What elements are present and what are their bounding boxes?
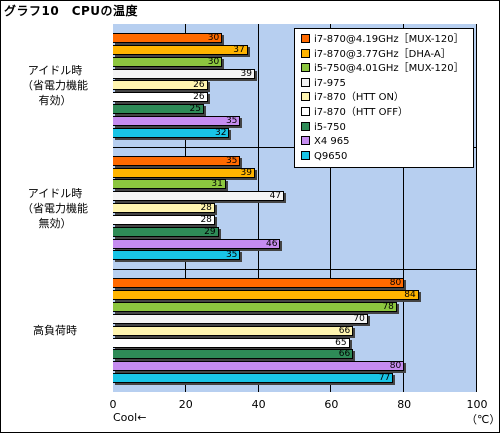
legend-item: i7-975 [301, 77, 346, 90]
x-tick-label: 40 [251, 398, 266, 411]
legend-item: Q9650 [301, 150, 347, 163]
bar [113, 80, 208, 91]
legend-label: i7-870@4.19GHz［MUX-120］ [314, 34, 464, 45]
data-label: 26 [193, 92, 205, 103]
legend-item: i5-750 [301, 121, 346, 134]
bar [113, 313, 368, 324]
x-axis-label: Cool← [113, 411, 147, 424]
x-tick-label: 60 [324, 398, 339, 411]
data-label: 26 [193, 80, 205, 91]
grid-line [403, 24, 405, 392]
data-label: 66 [338, 325, 351, 336]
legend-swatch [301, 136, 310, 146]
legend-swatch [301, 107, 310, 116]
legend-item: i7-870@4.19GHz［MUX-120］ [301, 33, 464, 46]
data-label: 80 [389, 278, 402, 289]
data-label: 46 [265, 238, 278, 249]
data-label: 29 [204, 226, 216, 237]
data-label: 28 [200, 203, 212, 214]
legend-swatch [301, 48, 310, 58]
bar [113, 115, 241, 126]
x-tick-label: 20 [178, 398, 193, 411]
legend-label: i7-870@3.77GHz［DHA-A］ [314, 48, 451, 60]
data-label: 35 [225, 250, 238, 261]
bar [113, 167, 255, 178]
bar [113, 325, 354, 336]
legend-label: i7-975 [314, 77, 346, 89]
data-label: 30 [207, 32, 220, 43]
x-tick-label: 0 [109, 398, 117, 411]
data-label: 39 [240, 68, 252, 79]
data-label: 77 [378, 373, 391, 384]
bar [113, 250, 241, 261]
data-label: 66 [338, 349, 351, 360]
bar [113, 278, 405, 289]
legend-label: Q9650 [314, 150, 348, 162]
bar [113, 179, 226, 190]
data-label: 37 [233, 44, 245, 55]
bar [113, 155, 241, 166]
x-tick-label: 100 [466, 398, 488, 411]
bar [113, 226, 219, 237]
legend: i7-870@4.19GHz［MUX-120］ i7-870@3.77GHz［DH… [294, 28, 474, 168]
bar [113, 337, 350, 348]
category-label: アイドル時 （省電力機能 無効） [22, 186, 88, 230]
data-label: 35 [225, 115, 238, 126]
bar [113, 349, 354, 360]
bar [113, 92, 208, 103]
data-label: 80 [389, 361, 402, 372]
category-label: アイドル時 （省電力機能 有効） [22, 63, 88, 107]
legend-label: i5-750 [314, 121, 346, 133]
bar [113, 44, 248, 55]
bar [113, 191, 285, 202]
legend-swatch [301, 63, 310, 73]
bar [113, 203, 215, 214]
legend-swatch [301, 34, 310, 43]
legend-swatch [301, 121, 310, 131]
data-label: 84 [404, 290, 416, 301]
bar [113, 127, 230, 138]
data-label: 32 [215, 127, 227, 138]
data-label: 35 [225, 155, 238, 166]
x-tick-label: 80 [397, 398, 412, 411]
data-label: 78 [382, 302, 394, 313]
data-label: 28 [200, 214, 212, 225]
legend-swatch [301, 150, 310, 160]
legend-label: i5-750@4.01GHz［MUX-120］ [314, 63, 464, 75]
legend-label: i7-870（HTT OFF） [314, 107, 408, 118]
bar [113, 373, 394, 384]
category-label: 高負荷時 [33, 324, 77, 338]
data-label: 65 [335, 337, 347, 348]
legend-item: i5-750@4.01GHz［MUX-120］ [301, 62, 464, 75]
bar [113, 68, 255, 79]
bar [113, 104, 204, 115]
legend-item: i7-870（HTT OFF） [301, 106, 408, 119]
data-label: 47 [269, 191, 282, 202]
bar [113, 56, 223, 67]
bar [113, 32, 223, 43]
grid-line [330, 24, 332, 392]
chart-title: グラフ10 CPUの温度 [4, 4, 139, 18]
data-label: 70 [353, 313, 365, 324]
data-label: 25 [189, 104, 201, 115]
bar [113, 302, 397, 313]
group-separator [113, 269, 477, 271]
legend-label: X4 965 [314, 136, 350, 148]
grid-line [476, 24, 477, 392]
data-label: 31 [211, 179, 223, 190]
legend-item: i7-870（HTT ON） [301, 91, 404, 104]
legend-swatch [301, 77, 310, 87]
bar [113, 238, 281, 249]
legend-item: X4 965 [301, 135, 349, 148]
bar [113, 290, 419, 301]
grid-line [257, 24, 259, 392]
bar [113, 361, 405, 372]
legend-item: i7-870@3.77GHz［DHA-A］ [301, 48, 451, 61]
bar [113, 214, 215, 225]
legend-label: i7-870（HTT ON） [314, 92, 404, 104]
legend-swatch [301, 92, 310, 102]
data-label: 39 [240, 167, 252, 178]
data-label: 30 [207, 56, 220, 67]
unit-label: （℃） [466, 413, 500, 426]
